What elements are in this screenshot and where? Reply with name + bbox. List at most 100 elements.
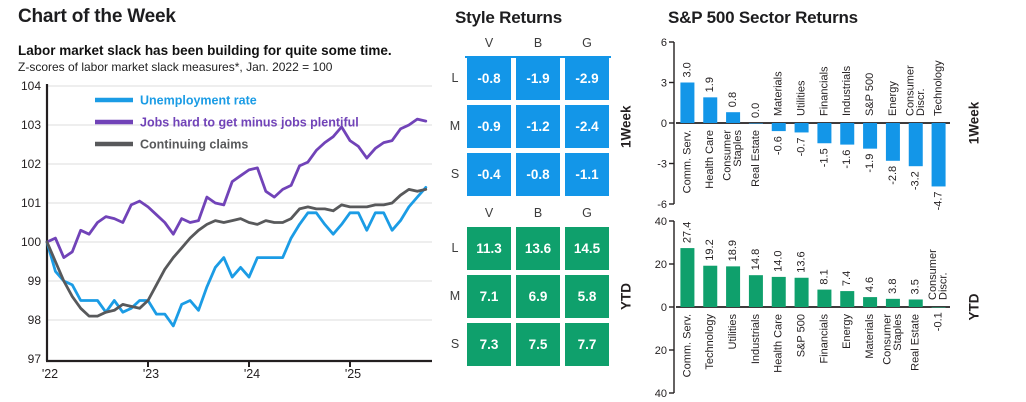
bar-category-label: Consumer	[904, 65, 916, 116]
bar-category-label: Real Estate	[750, 130, 762, 187]
bar-category-label: Materials	[864, 314, 876, 359]
sector-bar	[794, 123, 809, 133]
bar-category-label: Financials	[818, 314, 830, 364]
style-tile: -0.4	[467, 153, 511, 196]
bar-category-label: Industrials	[750, 314, 762, 365]
sector-bar	[840, 123, 855, 145]
sector-bar	[908, 299, 923, 307]
style-tile: 7.3	[467, 323, 511, 366]
style-tile: 7.5	[516, 323, 560, 366]
y-tick-label: 6	[661, 37, 667, 49]
y-tick-label: -3	[657, 159, 667, 171]
style-row-label: M	[449, 289, 461, 303]
chart-subtext: Z-scores of labor market slack measures*…	[18, 60, 333, 74]
bar-category-label: Consumer	[882, 314, 894, 365]
bar-value-label: -1.9	[864, 154, 876, 173]
x-tick-label: '22	[42, 367, 58, 381]
bar-value-label: 13.6	[795, 251, 807, 272]
style-tile: -1.9	[516, 57, 560, 100]
bar-category-label: Discr.	[915, 89, 927, 117]
bar-value-label: 7.4	[841, 271, 853, 286]
legend-label: Unemployment rate	[140, 94, 257, 108]
sector-bar	[908, 123, 923, 167]
y-tick-label: 20	[655, 259, 667, 271]
style-returns-title: Style Returns	[455, 8, 562, 27]
style-row-label: S	[450, 337, 460, 351]
bar-category-label: Materials	[773, 71, 785, 116]
bar-value-label: -4.7	[932, 191, 944, 210]
bar-value-label: 18.9	[727, 240, 739, 261]
sector-bar	[726, 112, 741, 123]
bar-value-label: -2.8	[887, 166, 899, 185]
sector-bar	[931, 307, 946, 308]
style-col-header: B	[533, 36, 543, 50]
style-tile: -0.9	[467, 105, 511, 148]
style-row-label: L	[451, 71, 459, 85]
y-tick-label: 102	[21, 157, 41, 171]
bar-value-label: -1.6	[841, 150, 853, 169]
style-col-header: B	[533, 206, 543, 220]
style-tile: 11.3	[467, 227, 511, 270]
bar-category-label: Energy	[887, 81, 899, 116]
bar-category-label: Health Care	[773, 314, 785, 373]
bar-category-label: S&P 500	[795, 314, 807, 357]
bar-value-label: 0.8	[727, 92, 739, 107]
sector-bar	[863, 297, 878, 307]
sector-bar	[680, 248, 695, 307]
sector-returns-charts: 6 3 0 -3 -6 3.0 Comm. Serv. 1.9 Health Care 0.8 Co…	[655, 37, 982, 400]
sector-bar	[726, 266, 741, 307]
bar-value-label: 1.9	[704, 77, 716, 92]
legend-label: Continuing claims	[140, 138, 248, 152]
style-tile: -1.2	[516, 105, 560, 148]
bar-category-label: Technology	[932, 60, 944, 116]
bar-category-label: Comm. Serv.	[681, 130, 693, 193]
bar-value-label: -0.1	[932, 312, 944, 331]
sector-bar	[885, 123, 900, 161]
bar-category-label: Industrials	[841, 65, 853, 116]
style-tile: 13.6	[516, 227, 560, 270]
style-returns-panel: Style Returns V B G L -0.8 -1.9 -2.9 M -0.9 -1.2-…	[445, 0, 655, 402]
y-tick-label: -40	[655, 388, 667, 400]
y-tick-label: 104	[21, 79, 41, 93]
x-tick-label: '25	[345, 367, 361, 381]
x-tick-label: '24	[244, 367, 260, 381]
y-tick-label: 0	[661, 118, 667, 130]
style-tile: -0.8	[516, 153, 560, 196]
series-line	[45, 187, 428, 318]
style-period-label: 1Week	[618, 105, 634, 149]
y-tick-label: 100	[21, 235, 41, 249]
x-tick-label: '23	[143, 367, 159, 381]
y-tick-label: 40	[655, 216, 667, 228]
bar-value-label: -1.5	[818, 148, 830, 167]
style-period-label: YTD	[618, 283, 634, 311]
chart-period-label: 1Week	[967, 101, 982, 144]
sector-bar	[771, 123, 786, 132]
bar-value-label: 14.0	[773, 250, 785, 271]
y-tick-label: 98	[28, 313, 42, 327]
style-tile: 5.8	[565, 275, 609, 318]
bar-category-label: Discr.	[938, 273, 950, 301]
style-col-header: V	[484, 206, 494, 220]
bar-category-label: Staples	[892, 314, 904, 351]
bar-category-label: Staples	[732, 130, 744, 167]
style-tile: -2.9	[565, 57, 609, 100]
chart-period-label: YTD	[967, 293, 982, 320]
bar-category-label: Real Estate	[910, 314, 922, 371]
bar-category-label: Comm. Serv.	[681, 314, 693, 377]
y-tick-label: -20	[655, 345, 667, 357]
style-tile: 7.7	[565, 323, 609, 366]
sector-bar	[703, 265, 718, 307]
style-tile: 7.1	[467, 275, 511, 318]
style-row-label: M	[449, 119, 461, 133]
bar-category-label: S&P 500	[864, 73, 876, 116]
bar-category-label: Health Care	[704, 130, 716, 189]
series-line	[45, 117, 428, 260]
bar-value-label: 3.5	[910, 279, 922, 294]
bar-value-label: -0.6	[773, 136, 785, 155]
bar-value-label: 14.8	[750, 249, 762, 270]
sector-bar	[680, 82, 695, 123]
style-col-header: V	[484, 36, 494, 50]
sector-bar	[817, 123, 832, 144]
style-tile: -0.8	[467, 57, 511, 100]
style-row-label: L	[451, 241, 459, 255]
